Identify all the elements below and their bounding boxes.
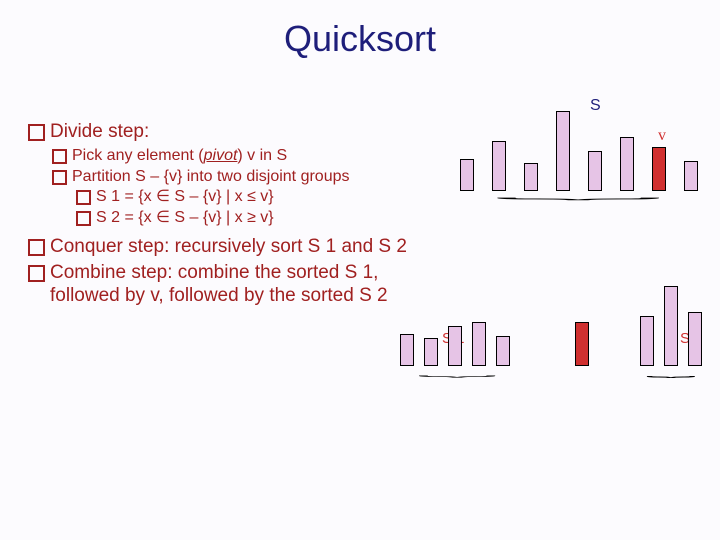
bullet-pick: Pick any element (pivot) v in S [52,146,418,167]
bullet-divide: Divide step: [28,120,418,144]
label-s: S [590,97,601,115]
bullet-list: Divide step: Pick any element (pivot) v … [28,120,418,310]
bar [620,137,634,191]
bar [588,151,602,191]
bar [688,312,702,366]
pivot-word: pivot [204,147,238,164]
bar-pivot [652,147,666,191]
bar [472,322,486,366]
bar [424,338,438,366]
bar [664,286,678,366]
bar [640,316,654,366]
brace-s1: ⏟ [418,366,497,377]
text: ) v in S [237,147,287,164]
bar [524,163,538,191]
bar [556,111,570,191]
brace-top: ⏟ [494,187,662,200]
bullet-combine: Combine step: combine the sorted S 1, fo… [28,261,418,309]
bar [400,334,414,366]
bullet-partition: Partition S – {v} into two disjoint grou… [52,167,418,188]
bar [684,161,698,191]
page-title: Quicksort [0,0,720,60]
bar [496,336,510,366]
chart-top: S v ⏟ [460,105,690,205]
bar [492,141,506,191]
bullet-s1: S 1 = {x ∈ S – {v} | x ≤ v} [76,187,418,208]
brace-s2: ⏟ [646,366,696,377]
bar [448,326,462,366]
bar [460,159,474,191]
text: Pick any element ( [72,147,204,164]
label-v-top: v [658,127,666,145]
bullet-s2: S 2 = {x ∈ S – {v} | x ≥ v} [76,208,418,229]
bar-pivot [575,322,589,366]
chart-bottom: S 1 v S 2 ⏟ ⏟ [400,290,720,400]
bullet-conquer: Conquer step: recursively sort S 1 and S… [28,235,418,259]
